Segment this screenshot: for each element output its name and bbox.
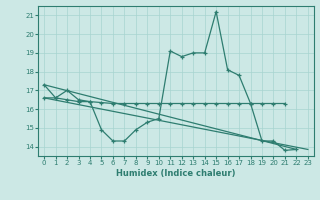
X-axis label: Humidex (Indice chaleur): Humidex (Indice chaleur) <box>116 169 236 178</box>
